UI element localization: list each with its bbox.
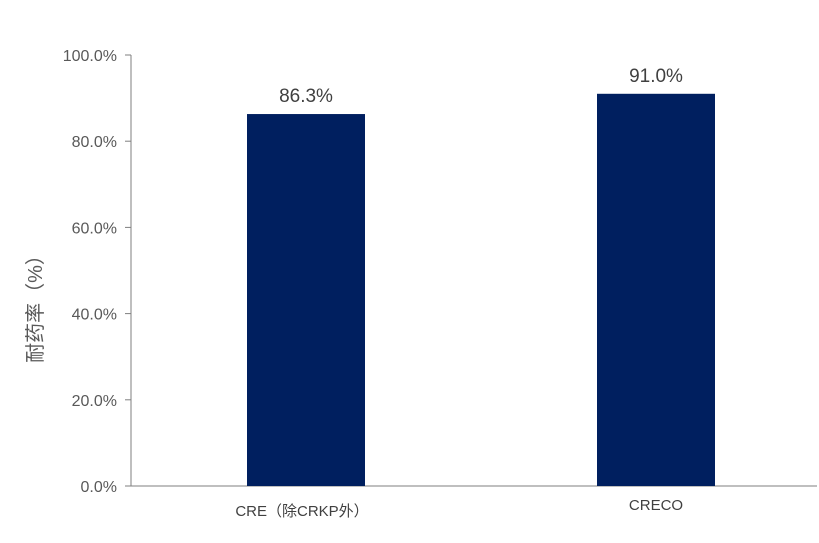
y-tick-label: 40.0% xyxy=(72,307,117,324)
x-category-label: CRECO xyxy=(629,497,683,514)
y-tick-label: 60.0% xyxy=(72,220,117,237)
y-axis-title: 耐药率（%） xyxy=(24,245,47,363)
labels: 0.0% 20.0% 40.0% 60.0% 80.0% 100.0% 86.3% CRE（除… xyxy=(63,48,683,520)
data-label: 91.0% xyxy=(629,66,683,87)
x-category-label: CRE（除CRKP外） xyxy=(235,503,368,520)
data-label: 86.3% xyxy=(279,86,333,107)
y-tick-label: 100.0% xyxy=(63,48,117,65)
y-tick-label: 20.0% xyxy=(72,393,117,410)
bars xyxy=(247,93,715,486)
bar-1 xyxy=(247,114,365,486)
y-tick-label: 80.0% xyxy=(72,134,117,151)
bar-2 xyxy=(597,93,715,486)
y-tick-label: 0.0% xyxy=(81,479,117,496)
